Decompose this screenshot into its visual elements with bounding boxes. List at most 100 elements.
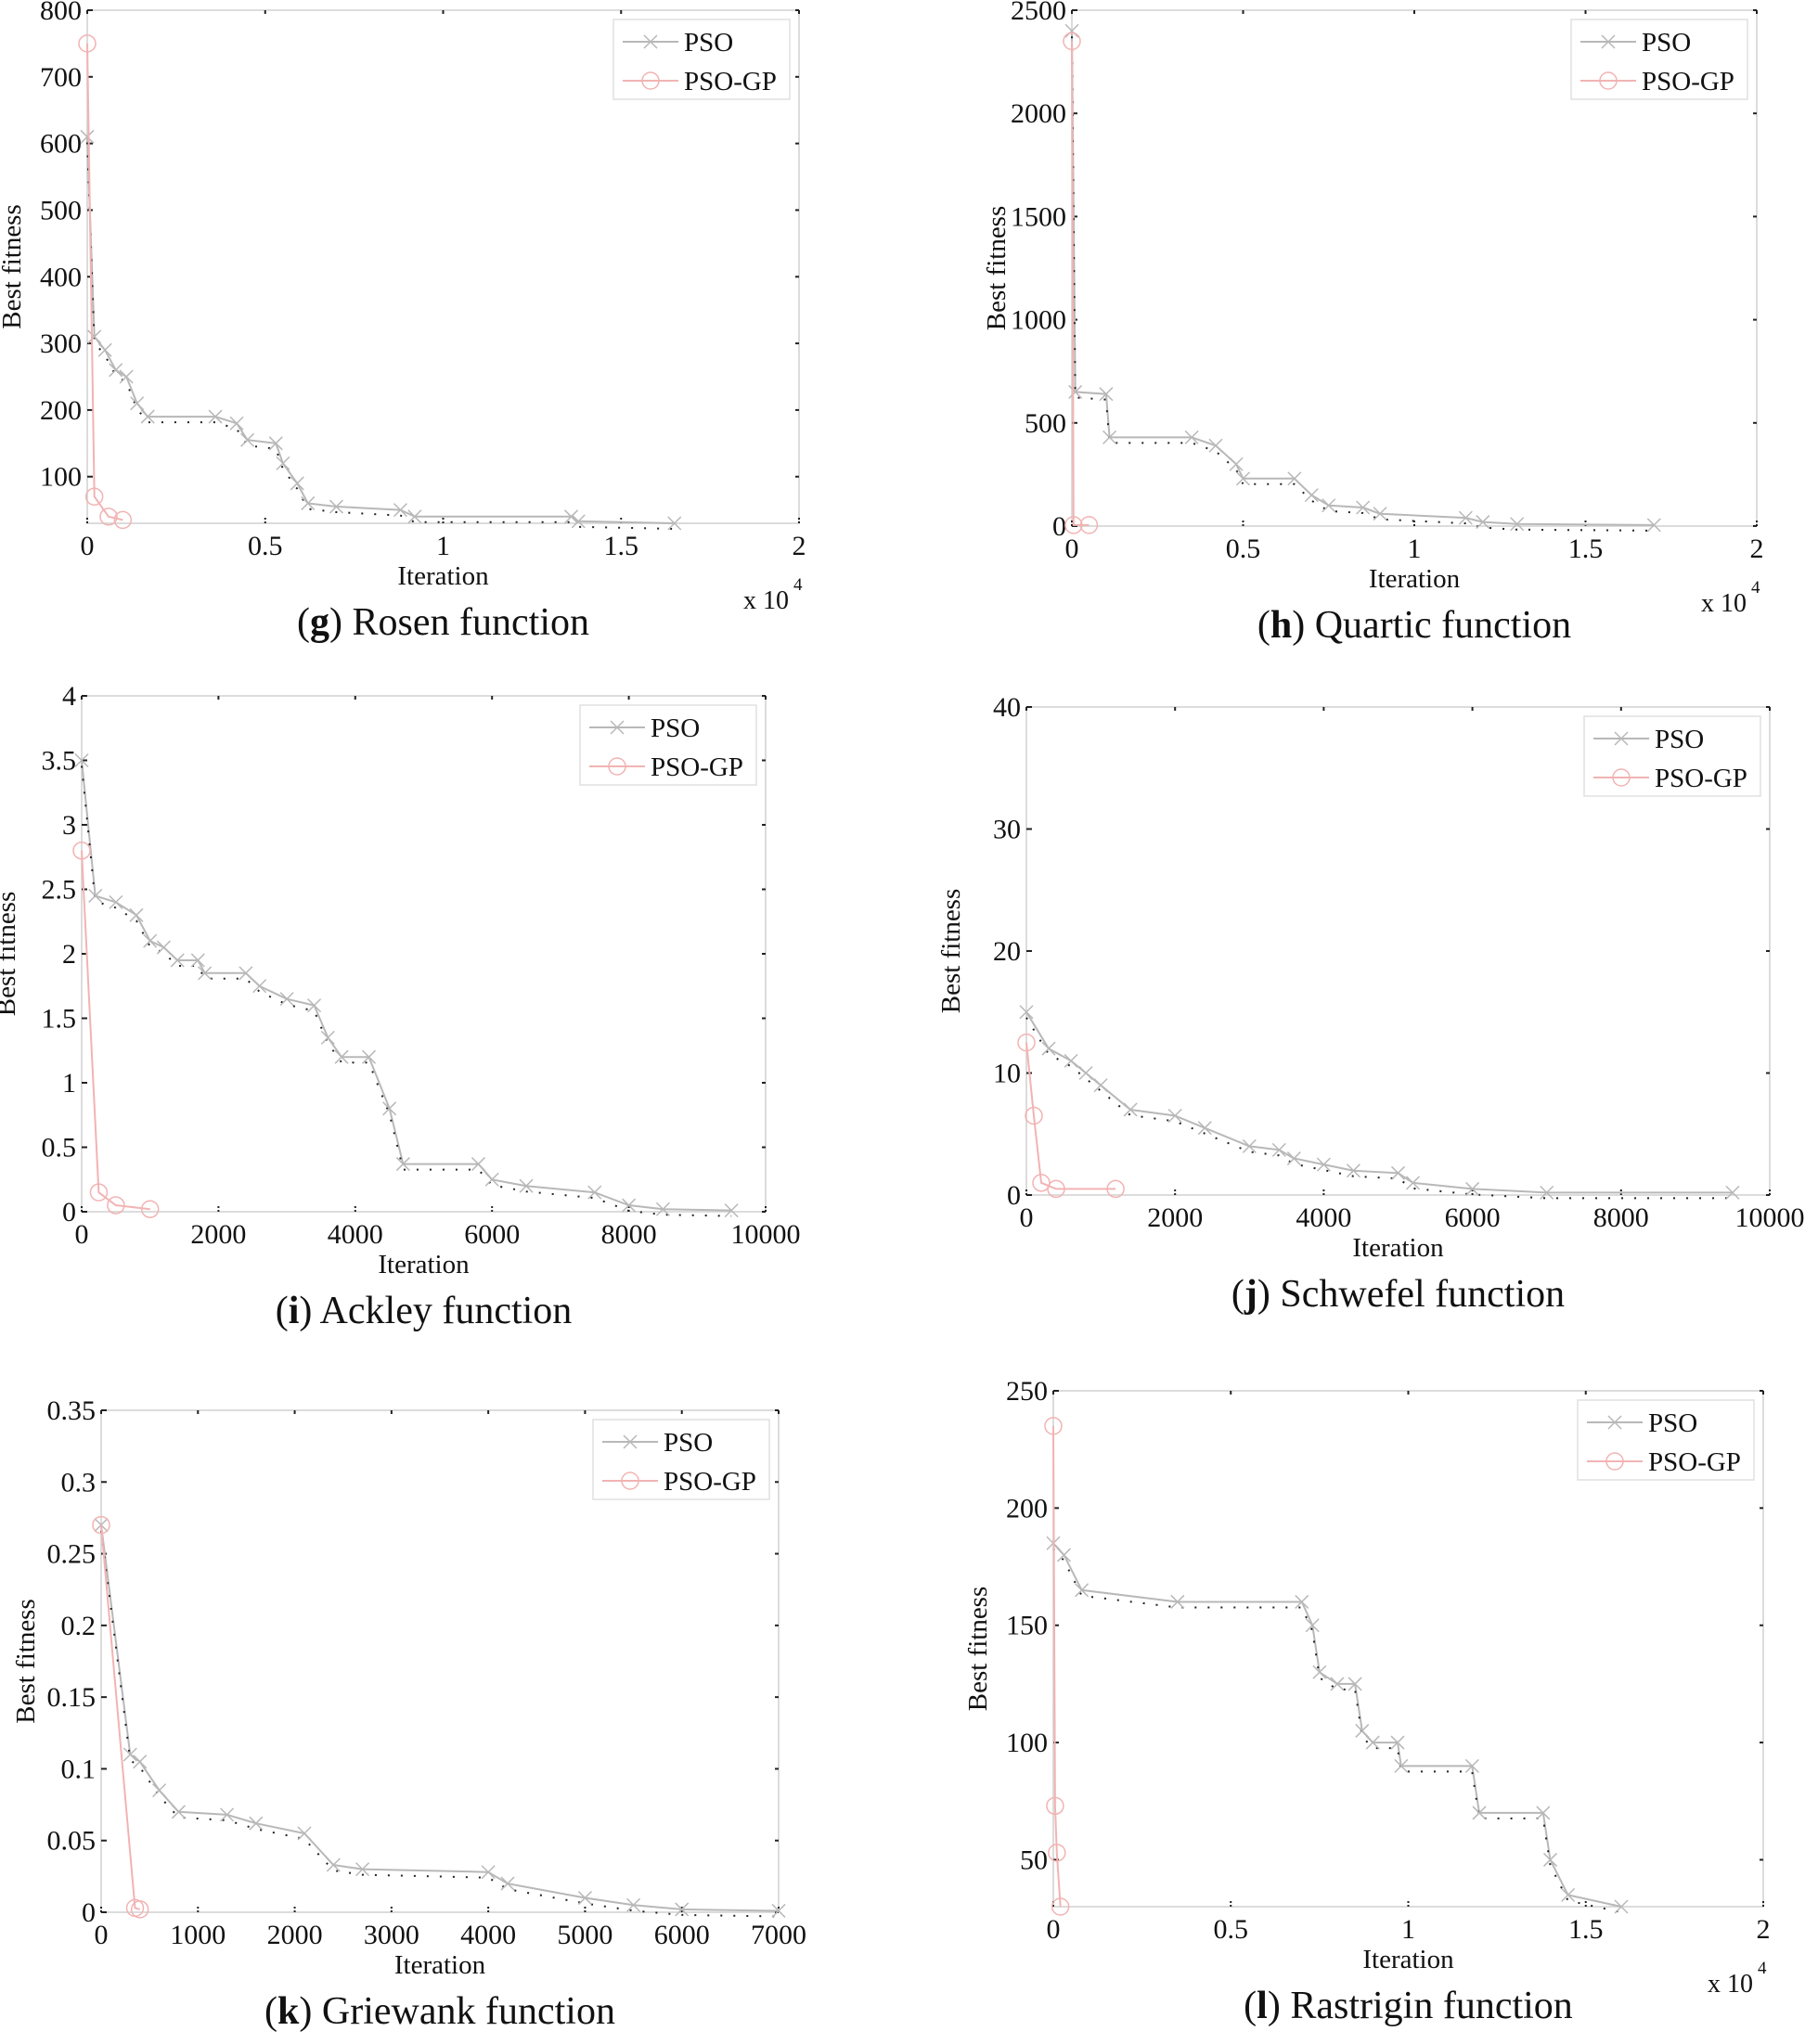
y-axis-label: Best fitness [11, 1599, 41, 1724]
chart-panel-k: 0 1000 2000 3000 4000 5000 6000 7000 0 0.05 0.1 0.1… [11, 1395, 806, 2033]
data-point-pso [382, 1101, 397, 1116]
caption-paren-close: ) [299, 1290, 319, 1332]
caption-text: Rosen function [353, 601, 589, 644]
y-axis-label: Best fitness [0, 204, 27, 329]
y-tick-label: 50 [1020, 1845, 1048, 1875]
y-tick-label: 0.2 [61, 1611, 97, 1641]
data-point-pso [655, 1202, 670, 1216]
data-point-pso [1356, 500, 1371, 515]
data-point-pso [355, 1862, 370, 1877]
legend-marker-x [1601, 34, 1616, 49]
data-point-pso [1305, 1618, 1320, 1633]
caption-paren-close: ) [329, 601, 353, 644]
data-point-pso [1472, 1806, 1487, 1820]
x-multiplier-exponent: 4 [793, 575, 803, 595]
x-tick-label: 2 [1757, 1914, 1771, 1945]
data-point-pso [229, 416, 244, 431]
data-point-pso [1346, 1163, 1360, 1178]
caption-text: Rastrigin function [1290, 1985, 1572, 2027]
data-point-pso [1242, 1138, 1257, 1153]
data-point-pso [587, 1185, 602, 1200]
series-line-pso-gp [1071, 41, 1090, 526]
data-point-pso [519, 1178, 534, 1193]
legend-label: PSO [1642, 28, 1691, 58]
data-point-pso [1540, 1185, 1554, 1200]
legend-label: PSO [684, 28, 733, 58]
data-point-pso [198, 966, 213, 981]
x-axis-label: Iteration [1352, 1233, 1444, 1263]
data-point-pso [1068, 384, 1083, 399]
data-point-pso [87, 329, 102, 344]
x-tick-label: 1.5 [1568, 1914, 1604, 1945]
data-point-pso [484, 1172, 499, 1187]
y-tick-label: 0 [62, 1197, 76, 1228]
x-tick-label: 4000 [328, 1219, 383, 1250]
data-point-pso [279, 992, 294, 1007]
y-tick-label: 200 [40, 395, 82, 426]
series-line-pso [86, 136, 675, 524]
data-point-pso [143, 933, 158, 948]
data-point-pso [80, 129, 95, 144]
data-point-pso [1510, 517, 1525, 532]
legend: PSO PSO-GP [579, 704, 757, 786]
x-tick-label: 1 [1408, 533, 1422, 564]
x-tick-label: 2000 [190, 1219, 246, 1250]
data-point-pso [1394, 1758, 1409, 1773]
panel-caption: (h) Quartic function [1257, 604, 1571, 647]
y-tick-label: 100 [1006, 1728, 1048, 1758]
data-point-pso [249, 1816, 264, 1831]
y-tick-label: 30 [993, 815, 1021, 845]
data-point-pso-gp [1106, 1179, 1125, 1199]
data-point-pso [1064, 1053, 1078, 1068]
data-point-pso [1170, 1594, 1185, 1609]
data-point-pso [1102, 430, 1117, 444]
data-point-pso [1075, 1583, 1090, 1598]
data-point-pso [334, 1049, 349, 1064]
data-point-pso [94, 1518, 109, 1533]
x-multiplier: x 10 [743, 586, 789, 615]
data-point-pso [675, 1902, 690, 1917]
y-tick-label: 20 [993, 936, 1021, 967]
panel-caption: (g) Rosen function [297, 601, 589, 644]
x-tick-label: 0 [1047, 1914, 1061, 1945]
legend-label: PSO [651, 713, 700, 743]
series-line-pso [1025, 1011, 1733, 1194]
y-axis-label: Best fitness [982, 206, 1012, 331]
data-point-pso [240, 432, 255, 447]
y-tick-label: 0 [82, 1897, 96, 1928]
panel-caption: (l) Rastrigin function [1244, 1985, 1573, 2027]
data-point-pso [320, 1030, 335, 1045]
data-point-pso [208, 409, 223, 424]
legend-box [1570, 19, 1748, 100]
legend-marker-x [1614, 731, 1629, 746]
legend-box [592, 1419, 770, 1500]
legend-label: PSO-GP [1648, 1447, 1741, 1477]
y-tick-label: 300 [40, 328, 82, 359]
data-point-pso-gp [84, 487, 104, 507]
data-point-pso-gp [107, 1196, 125, 1215]
x-tick-label: 8000 [1593, 1202, 1649, 1233]
panel-caption: (j) Schwefel function [1231, 1273, 1565, 1316]
data-point-pso [268, 436, 283, 451]
legend-label: PSO [1648, 1408, 1697, 1438]
data-point-pso [1123, 1102, 1138, 1117]
data-point-pso [1019, 1005, 1034, 1020]
data-point-pso [1390, 1165, 1406, 1180]
axes-frame [100, 1409, 780, 1913]
y-tick-label: 0.3 [61, 1467, 97, 1498]
legend-marker-x [643, 34, 658, 49]
data-point-pso [109, 894, 123, 909]
caption-paren-open: ( [1257, 604, 1270, 647]
y-tick-label: 150 [1006, 1611, 1048, 1641]
y-tick-label: 500 [1025, 408, 1066, 439]
legend-marker-circle [621, 1472, 639, 1490]
x-tick-label: 6000 [464, 1219, 520, 1250]
x-tick-label: 0 [1020, 1202, 1034, 1233]
data-point-pso [119, 369, 134, 384]
data-point-pso [1464, 1758, 1479, 1773]
y-tick-label: 500 [40, 195, 82, 225]
caption-letter: g [310, 601, 329, 644]
data-point-pso [1458, 510, 1473, 525]
data-point-pso [1330, 1677, 1345, 1691]
x-tick-label: 0 [1065, 533, 1079, 564]
